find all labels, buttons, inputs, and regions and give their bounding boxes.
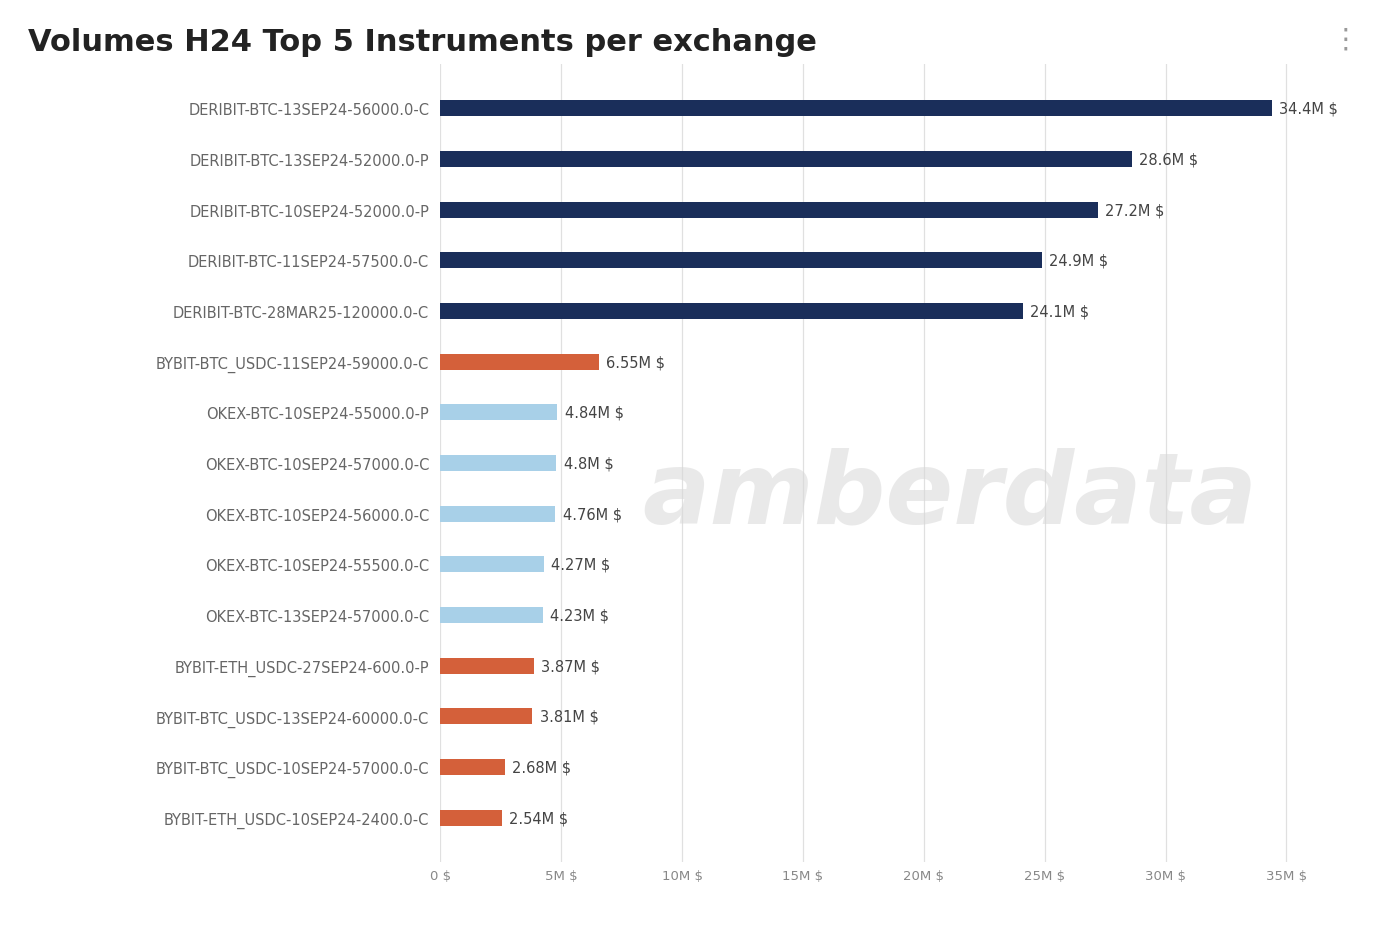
Bar [440, 607, 542, 624]
Text: Volumes H24 Top 5 Instruments per exchange: Volumes H24 Top 5 Instruments per exchan… [28, 28, 816, 57]
Text: 24.1M $: 24.1M $ [1031, 304, 1090, 319]
Bar [440, 506, 556, 522]
Text: 4.76M $: 4.76M $ [563, 507, 622, 522]
Text: 6.55M $: 6.55M $ [605, 355, 665, 370]
Bar [440, 809, 502, 826]
Text: 2.68M $: 2.68M $ [512, 759, 571, 775]
Bar [440, 455, 556, 472]
Text: 4.27M $: 4.27M $ [550, 557, 610, 572]
Text: 28.6M $: 28.6M $ [1139, 152, 1198, 168]
Bar [440, 303, 1022, 320]
Text: 24.9M $: 24.9M $ [1050, 254, 1109, 269]
Text: 3.87M $: 3.87M $ [541, 658, 600, 673]
Text: 27.2M $: 27.2M $ [1105, 203, 1164, 218]
Text: 34.4M $: 34.4M $ [1280, 102, 1337, 117]
Text: 3.81M $: 3.81M $ [539, 709, 599, 724]
Text: amberdata: amberdata [643, 447, 1258, 544]
Bar [440, 658, 534, 674]
Bar [440, 253, 1042, 269]
Text: 2.54M $: 2.54M $ [509, 810, 568, 825]
Text: 4.8M $: 4.8M $ [564, 456, 614, 471]
Bar [440, 354, 599, 371]
Text: 4.84M $: 4.84M $ [564, 405, 623, 420]
Bar [440, 152, 1131, 168]
Bar [440, 405, 557, 421]
Bar [440, 202, 1098, 219]
Bar [440, 759, 505, 775]
Bar [440, 101, 1271, 118]
Bar [440, 556, 544, 573]
Text: ⋮: ⋮ [1332, 25, 1359, 53]
Bar [440, 708, 533, 725]
Text: 4.23M $: 4.23M $ [550, 608, 608, 623]
